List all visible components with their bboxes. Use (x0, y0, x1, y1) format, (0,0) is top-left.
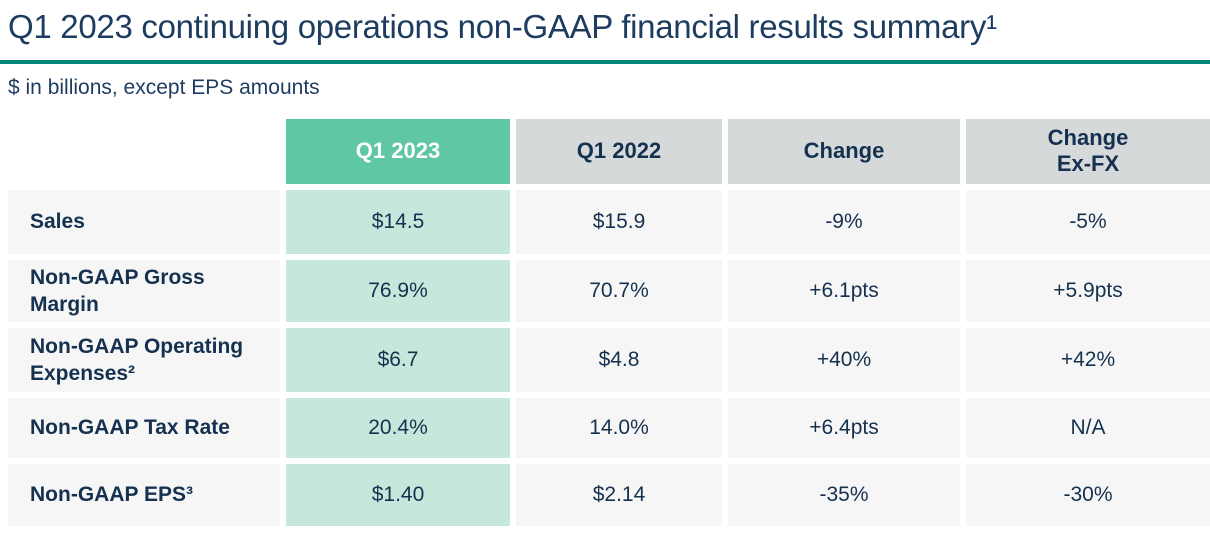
cell-tax-rate-change: +6.4pts (728, 397, 960, 458)
cell-tax-rate-q1-2023: 20.4% (286, 397, 510, 458)
cell-eps-change-exfx: -30% (966, 463, 1210, 526)
results-table: Q1 2023 Q1 2022 Change Change Ex-FX Sale… (8, 118, 1210, 526)
cell-operating-expenses-change-exfx: +42% (966, 327, 1210, 392)
column-header-change-exfx: Change Ex-FX (966, 118, 1210, 184)
column-header-q1-2022: Q1 2022 (516, 118, 722, 184)
cell-operating-expenses-q1-2022: $4.8 (516, 327, 722, 392)
corner-spacer (8, 119, 280, 184)
column-header-q1-2023: Q1 2023 (286, 118, 510, 184)
cell-eps-change: -35% (728, 463, 960, 526)
cell-eps-q1-2023: $1.40 (286, 463, 510, 526)
cell-gross-margin-change: +6.1pts (728, 259, 960, 322)
row-label-gross-margin: Non-GAAP Gross Margin (8, 259, 280, 322)
cell-gross-margin-q1-2023: 76.9% (286, 259, 510, 322)
cell-sales-change: -9% (728, 189, 960, 254)
cell-sales-change-exfx: -5% (966, 189, 1210, 254)
row-label-eps: Non-GAAP EPS³ (8, 463, 280, 526)
cell-tax-rate-q1-2022: 14.0% (516, 397, 722, 458)
row-label-tax-rate: Non-GAAP Tax Rate (8, 397, 280, 458)
column-header-change: Change (728, 118, 960, 184)
cell-operating-expenses-q1-2023: $6.7 (286, 327, 510, 392)
cell-sales-q1-2023: $14.5 (286, 189, 510, 254)
accent-divider (0, 59, 1210, 64)
cell-gross-margin-q1-2022: 70.7% (516, 259, 722, 322)
row-label-operating-expenses: Non-GAAP Operating Expenses² (8, 327, 280, 392)
cell-tax-rate-change-exfx: N/A (966, 397, 1210, 458)
row-label-sales: Sales (8, 189, 280, 254)
cell-eps-q1-2022: $2.14 (516, 463, 722, 526)
cell-sales-q1-2022: $15.9 (516, 189, 722, 254)
cell-operating-expenses-change: +40% (728, 327, 960, 392)
cell-gross-margin-change-exfx: +5.9pts (966, 259, 1210, 322)
page-title: Q1 2023 continuing operations non-GAAP f… (8, 8, 997, 45)
units-note: $ in billions, except EPS amounts (8, 75, 320, 99)
